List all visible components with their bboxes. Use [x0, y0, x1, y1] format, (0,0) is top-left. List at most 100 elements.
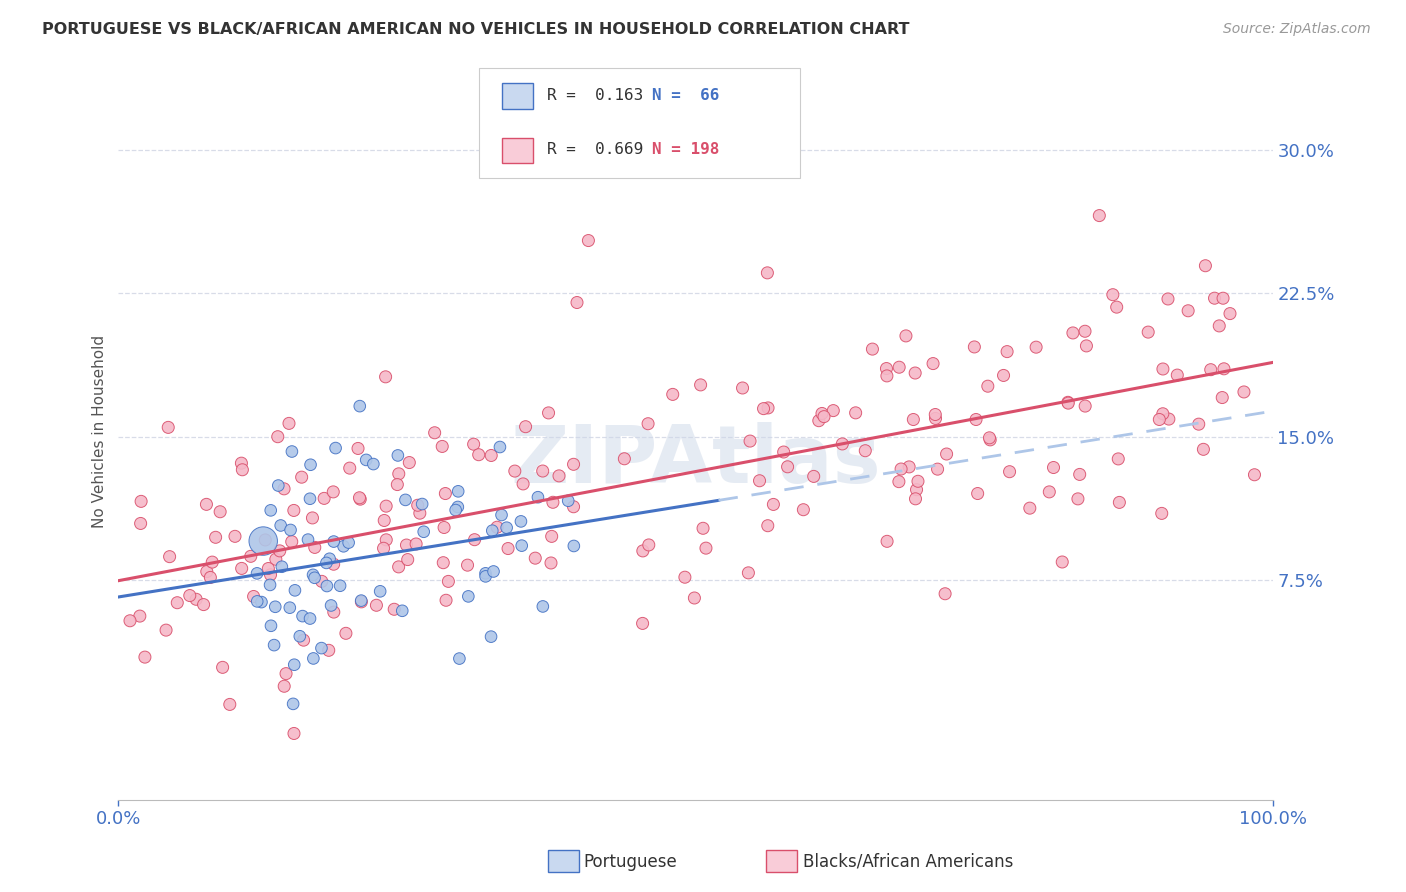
Point — [254, 533, 277, 547]
Point — [263, 638, 285, 652]
Point — [396, 552, 419, 566]
Point — [1150, 507, 1173, 521]
Point — [1052, 555, 1074, 569]
Point — [311, 574, 333, 589]
Point — [464, 533, 486, 547]
Point — [155, 623, 177, 637]
Point — [1107, 451, 1129, 466]
Y-axis label: No Vehicles in Household: No Vehicles in Household — [93, 335, 107, 528]
Point — [363, 457, 385, 471]
Point — [246, 566, 269, 581]
Point — [683, 591, 706, 605]
Point — [292, 633, 315, 648]
Point — [395, 538, 418, 552]
Point — [963, 340, 986, 354]
Point — [541, 495, 564, 509]
Point — [349, 399, 371, 413]
Point — [531, 599, 554, 614]
Point — [382, 602, 405, 616]
Point — [267, 478, 290, 492]
Point — [1057, 396, 1080, 410]
Point — [695, 541, 717, 556]
Point — [548, 468, 571, 483]
Point — [433, 520, 456, 534]
Point — [195, 497, 218, 511]
Point — [284, 583, 307, 598]
Point — [366, 599, 388, 613]
Point — [283, 726, 305, 740]
Point — [316, 579, 339, 593]
Point — [264, 599, 287, 614]
Point — [434, 593, 457, 607]
Point — [515, 419, 537, 434]
Point — [1192, 442, 1215, 457]
Point — [252, 534, 274, 549]
Point — [315, 556, 337, 570]
Point — [318, 551, 340, 566]
Point — [776, 459, 799, 474]
Point — [807, 414, 830, 428]
Point — [260, 503, 283, 517]
Point — [1188, 417, 1211, 432]
Point — [823, 403, 845, 417]
Point — [510, 515, 533, 529]
Point — [738, 434, 761, 448]
Point — [242, 590, 264, 604]
Point — [479, 449, 502, 463]
Point — [319, 599, 342, 613]
Point — [512, 476, 534, 491]
Point — [875, 361, 897, 376]
Point — [166, 596, 188, 610]
Point — [157, 420, 180, 434]
Point — [673, 570, 696, 584]
Point — [1213, 361, 1236, 376]
Point — [510, 539, 533, 553]
Point — [200, 570, 222, 584]
Point — [1211, 391, 1233, 405]
Point — [887, 475, 910, 489]
Point — [876, 534, 898, 549]
Text: ZIPAtlas: ZIPAtlas — [510, 422, 880, 500]
Point — [1157, 412, 1180, 426]
Point — [924, 411, 946, 425]
Point — [159, 549, 181, 564]
Point — [179, 589, 201, 603]
Point — [562, 539, 585, 553]
Point — [731, 381, 754, 395]
Point — [481, 524, 503, 538]
Point — [201, 555, 224, 569]
Point — [803, 469, 825, 483]
Point — [482, 565, 505, 579]
Point — [907, 475, 929, 489]
Point — [831, 437, 853, 451]
Point — [1149, 412, 1171, 426]
Point — [278, 600, 301, 615]
Point — [748, 474, 770, 488]
Text: N =  66: N = 66 — [652, 88, 720, 103]
Point — [444, 503, 467, 517]
Point — [280, 523, 302, 537]
Point — [562, 458, 585, 472]
Point — [264, 552, 287, 566]
Point — [752, 401, 775, 416]
Point — [405, 537, 427, 551]
Point — [224, 529, 246, 543]
Point — [434, 486, 457, 500]
Point — [375, 499, 398, 513]
Point — [298, 491, 321, 506]
Point — [274, 666, 297, 681]
Point — [792, 502, 814, 516]
Point — [1166, 368, 1188, 383]
Point — [332, 539, 354, 553]
Point — [772, 445, 794, 459]
Point — [391, 604, 413, 618]
Point — [966, 486, 988, 500]
Point — [457, 558, 479, 573]
Point — [1038, 484, 1060, 499]
Point — [409, 506, 432, 520]
Point — [1108, 495, 1130, 509]
Point — [862, 342, 884, 356]
Point — [329, 579, 352, 593]
Point — [432, 439, 454, 453]
Point — [318, 643, 340, 657]
